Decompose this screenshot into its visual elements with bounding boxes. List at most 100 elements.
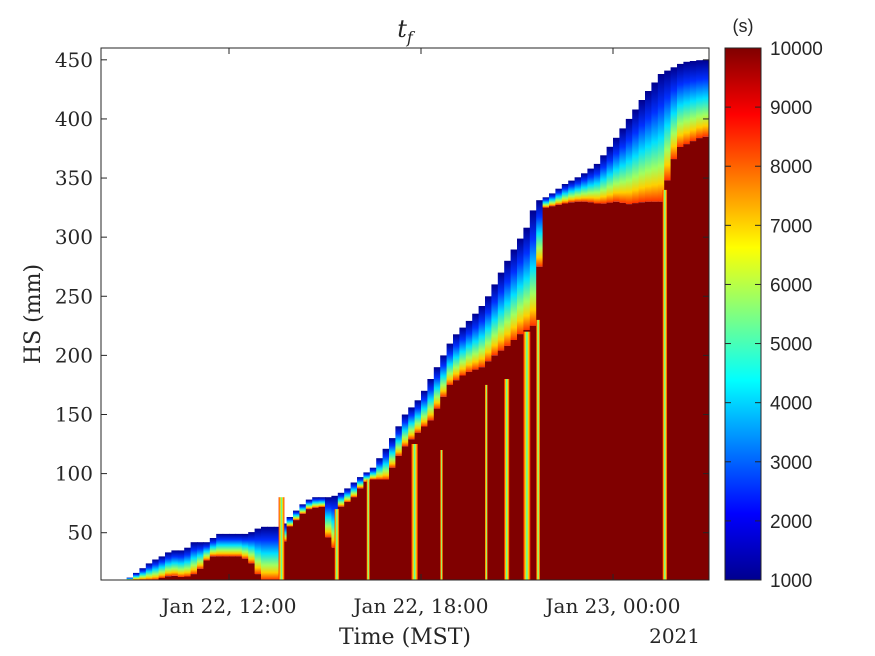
core-cell [497, 350, 505, 580]
core-cell [677, 147, 684, 580]
gap-mark [411, 444, 418, 580]
core-cell [433, 408, 441, 580]
core-cell [657, 201, 665, 580]
core-cell [421, 426, 428, 580]
surface-band-cell [593, 163, 601, 204]
core-cell [395, 455, 403, 580]
core-cell [305, 509, 313, 580]
surface-band-cell [549, 193, 556, 207]
surface-band-cell [325, 497, 332, 538]
colorbar-tick-label: 3000 [770, 453, 812, 474]
core-cell [683, 144, 691, 580]
surface-band-cell [625, 118, 633, 204]
y-tick-label: 100 [55, 462, 93, 486]
surface-band-cell [427, 379, 435, 421]
surface-band-cell [337, 492, 345, 507]
core-cell [625, 204, 633, 580]
core-cell [414, 432, 422, 580]
surface-band-cell [357, 477, 364, 489]
core-cell [216, 556, 224, 580]
surface-band-cell [677, 63, 684, 147]
core-cell [645, 201, 652, 580]
core-cell [478, 367, 486, 580]
colorbar-ticks: 1000 2000 3000 4000 5000 6000 7000 8000 9000 1000… [725, 39, 823, 592]
core-cell [209, 556, 217, 580]
surface-band-cell [273, 526, 281, 580]
gap-mark [536, 319, 540, 580]
core-cell [190, 574, 198, 580]
surface-band-cell [133, 572, 140, 580]
surface-band-cell [645, 91, 652, 202]
surface-band-cell [529, 210, 537, 326]
surface-band-cell [459, 327, 467, 376]
surface-band-cell [670, 67, 678, 160]
y-tick-label: 150 [55, 402, 93, 426]
surface-band-cell [440, 355, 448, 397]
gap-mark [504, 379, 510, 580]
core-cell [299, 513, 307, 580]
surface-band-cell [613, 137, 620, 202]
core-cell [529, 325, 537, 580]
gap-mark [485, 384, 488, 580]
core-cell [619, 202, 627, 580]
colorbar-tick-label: 4000 [770, 394, 812, 415]
surface-band-cell [158, 556, 166, 578]
surface-band-cell [145, 563, 153, 580]
surface-band-cell [414, 400, 422, 433]
core-cell [165, 576, 172, 580]
colorbar-tick-label: 6000 [770, 275, 812, 296]
surface-band-cell [664, 70, 672, 181]
surface-band-cell [389, 438, 396, 468]
surface-band-cell [350, 482, 358, 498]
core-cell [600, 203, 608, 580]
gap-mark [523, 331, 531, 580]
year-label: 2021 [649, 624, 700, 648]
core-cell [453, 380, 460, 580]
surface-band-cell [305, 499, 313, 510]
x-axis: Jan 22, 12:00 Jan 22, 18:00 Jan 23, 00:00 [160, 48, 680, 618]
colorbar-tick-label: 9000 [770, 98, 812, 119]
surface-band-cell [241, 533, 249, 559]
core-cell [472, 369, 480, 580]
core-cell [664, 180, 672, 580]
surface-band-cell [152, 559, 160, 580]
core-cell [638, 202, 646, 580]
surface-band-cell [376, 458, 384, 480]
surface-band-cell [139, 568, 147, 580]
y-tick-label: 400 [55, 107, 93, 131]
y-axis: 50 100 150 200 250 300 350 400 450 [55, 48, 709, 545]
core-cell [357, 488, 364, 580]
core-cell [465, 371, 473, 580]
surface-band-cell [344, 488, 352, 502]
core-cell [184, 576, 192, 580]
surface-band-cell [485, 296, 492, 362]
surface-band-cell [446, 343, 454, 385]
surface-band-cell [395, 426, 403, 456]
core-cell [286, 526, 294, 580]
core-cell [568, 202, 576, 580]
surface-band-cell [401, 414, 409, 447]
surface-band-cell [222, 533, 230, 557]
core-cell [241, 558, 249, 580]
y-tick-label: 300 [55, 225, 93, 249]
colorbar-tick-label: 2000 [770, 512, 812, 533]
core-cell [702, 136, 709, 580]
surface-band-cell [267, 526, 275, 580]
core-cell [235, 556, 243, 580]
surface-band-cell [197, 542, 204, 569]
surface-band-cell [632, 109, 640, 204]
chart-title: tf [397, 15, 416, 47]
surface-band-cell [555, 188, 563, 205]
y-tick-label: 450 [55, 48, 93, 72]
colorbar-tick-label: 1000 [770, 571, 812, 592]
core-cell [491, 355, 499, 580]
surface-band-cell [465, 320, 473, 372]
core-cell [517, 334, 524, 580]
core-cell [689, 141, 697, 580]
colorbar-tick-label: 10000 [770, 39, 823, 60]
core-cell [171, 575, 179, 580]
core-cell [337, 506, 345, 580]
surface-band-cell [421, 390, 428, 427]
surface-band-cell [177, 550, 185, 577]
core-cell [344, 502, 352, 580]
